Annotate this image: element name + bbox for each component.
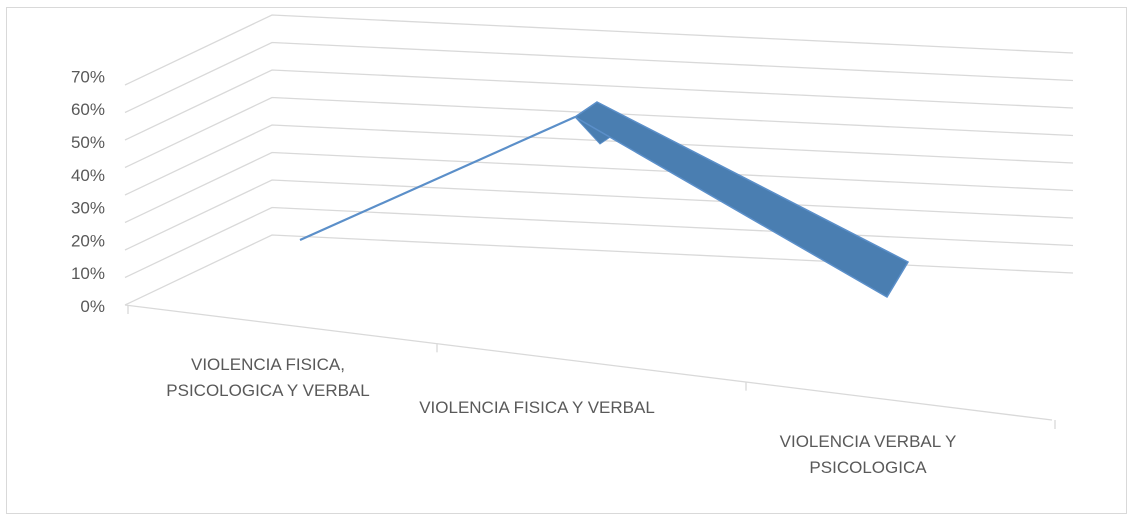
gridline (124, 124, 1074, 196)
y-tick-label: 40% (71, 166, 105, 185)
gridline (124, 96, 1074, 169)
gridline (124, 14, 1074, 86)
series-line-segment (299, 115, 576, 242)
gridline (124, 69, 1074, 141)
y-axis-tick-labels: 0% 10% 20% 30% 40% 50% 60% 70% (71, 67, 105, 316)
y-tick-label: 0% (80, 297, 105, 316)
y-tick-label: 50% (71, 133, 105, 152)
series-ribbon (299, 101, 910, 299)
gridline (124, 234, 1074, 306)
y-tick-label: 30% (71, 199, 105, 218)
series-ribbon-segment (573, 101, 910, 299)
chart-frame (6, 7, 1127, 514)
category-label: VIOLENCIA VERBAL Y PSICOLOGICA (780, 432, 957, 477)
axes (124, 304, 1056, 429)
category-label: VIOLENCIA FISICA, PSICOLOGICA Y VERBAL (166, 355, 369, 400)
y-tick-label: 10% (71, 264, 105, 283)
y-tick-label: 60% (71, 100, 105, 119)
category-labels: VIOLENCIA FISICA, PSICOLOGICA Y VERBAL VIO… (166, 355, 956, 477)
y-tick-label: 70% (71, 67, 105, 86)
category-label: VIOLENCIA FISICA Y VERBAL (419, 398, 655, 417)
gridline (124, 179, 1074, 251)
gridlines (124, 14, 1074, 306)
y-tick-label: 20% (71, 231, 105, 250)
gridline (124, 206, 1074, 279)
x-axis-line (124, 304, 1053, 421)
gridline (124, 151, 1074, 224)
gridline (124, 41, 1074, 114)
